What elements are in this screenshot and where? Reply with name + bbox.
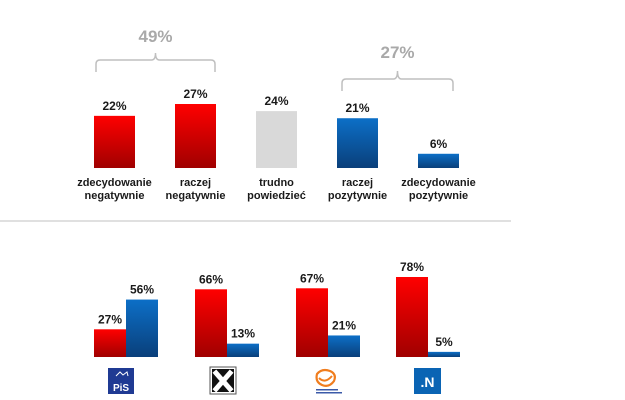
value-label-pozytywnie-3: 5% [435, 335, 453, 349]
category-label-4-line-0: zdecydowanie [401, 177, 476, 189]
category-label-3-line-0: raczej [342, 177, 373, 189]
group-0: 27% 56% [94, 283, 158, 357]
bracket-sum-label-0: 49% [138, 27, 172, 46]
pis-logo-text: PiS [113, 383, 129, 394]
party-logos: PiS .N [108, 366, 441, 395]
value-label-2: 24% [264, 94, 288, 108]
value-label-1: 27% [183, 87, 207, 101]
bar-1 [175, 104, 216, 168]
bar-pozytywnie-0 [126, 299, 158, 357]
value-label-pozytywnie-1: 13% [231, 327, 255, 341]
bar-negatywnie-1 [195, 289, 227, 357]
value-label-3: 21% [345, 101, 369, 115]
bar-4 [418, 153, 459, 168]
bar-0 [94, 115, 135, 168]
bar-negatywnie-3 [396, 277, 428, 357]
value-label-0: 22% [102, 99, 126, 113]
bracket-0 [95, 52, 216, 72]
bar-3 [337, 118, 378, 168]
value-label-pozytywnie-2: 21% [332, 318, 356, 332]
category-label-4-line-1: pozytywnie [409, 190, 468, 202]
nowoczesna-logo: .N [414, 368, 441, 394]
group-1: 66% 13% [195, 272, 259, 357]
category-label-1-line-1: negatywnie [166, 190, 226, 202]
bracket-1 [341, 70, 454, 91]
value-label-negatywnie-0: 27% [98, 312, 122, 326]
value-label-negatywnie-3: 78% [400, 260, 424, 274]
kukiz-logo [209, 366, 237, 395]
party-comparison-chart: 27% 56% 66% 13% 67% 21% 78% 5% [94, 260, 460, 357]
category-label-0-line-1: negatywnie [85, 190, 145, 202]
category-label-3-line-1: pozytywnie [328, 190, 387, 202]
category-label-0-line-0: zdecydowanie [77, 177, 152, 189]
bar-negatywnie-0 [94, 329, 126, 357]
bar-pozytywnie-2 [328, 335, 360, 357]
value-label-pozytywnie-0: 56% [130, 283, 154, 297]
attitude-chart: 22%zdecydowanienegatywnie27%raczejnegaty… [77, 27, 476, 202]
value-label-4: 6% [430, 137, 448, 151]
pis-logo: PiS [108, 368, 134, 394]
group-2: 67% 21% [296, 271, 360, 357]
group-3: 78% 5% [396, 260, 460, 357]
value-label-negatywnie-1: 66% [199, 272, 223, 286]
bar-2 [256, 111, 297, 168]
nowoczesna-logo-text: .N [421, 374, 435, 390]
bar-negatywnie-2 [296, 288, 328, 357]
bracket-sum-label-1: 27% [380, 43, 414, 62]
bar-pozytywnie-1 [227, 343, 259, 357]
value-label-negatywnie-2: 67% [300, 271, 324, 285]
category-label-1-line-0: raczej [180, 177, 211, 189]
po-logo [315, 368, 342, 394]
category-label-2-line-0: trudno [259, 177, 294, 189]
bar-pozytywnie-3 [428, 351, 460, 357]
category-label-2-line-1: powiedzieć [247, 190, 306, 202]
